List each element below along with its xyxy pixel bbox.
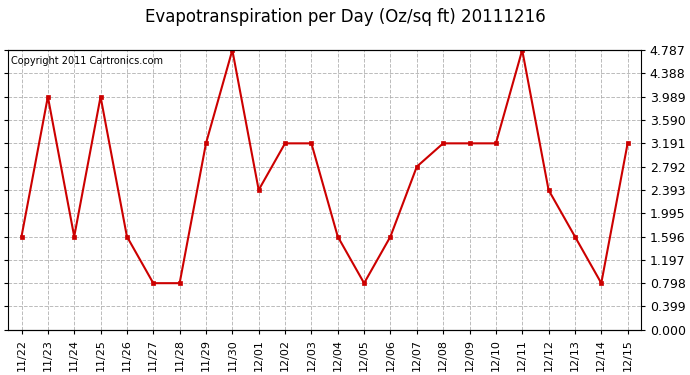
Text: Copyright 2011 Cartronics.com: Copyright 2011 Cartronics.com [12, 56, 164, 66]
Text: Evapotranspiration per Day (Oz/sq ft) 20111216: Evapotranspiration per Day (Oz/sq ft) 20… [145, 8, 545, 26]
